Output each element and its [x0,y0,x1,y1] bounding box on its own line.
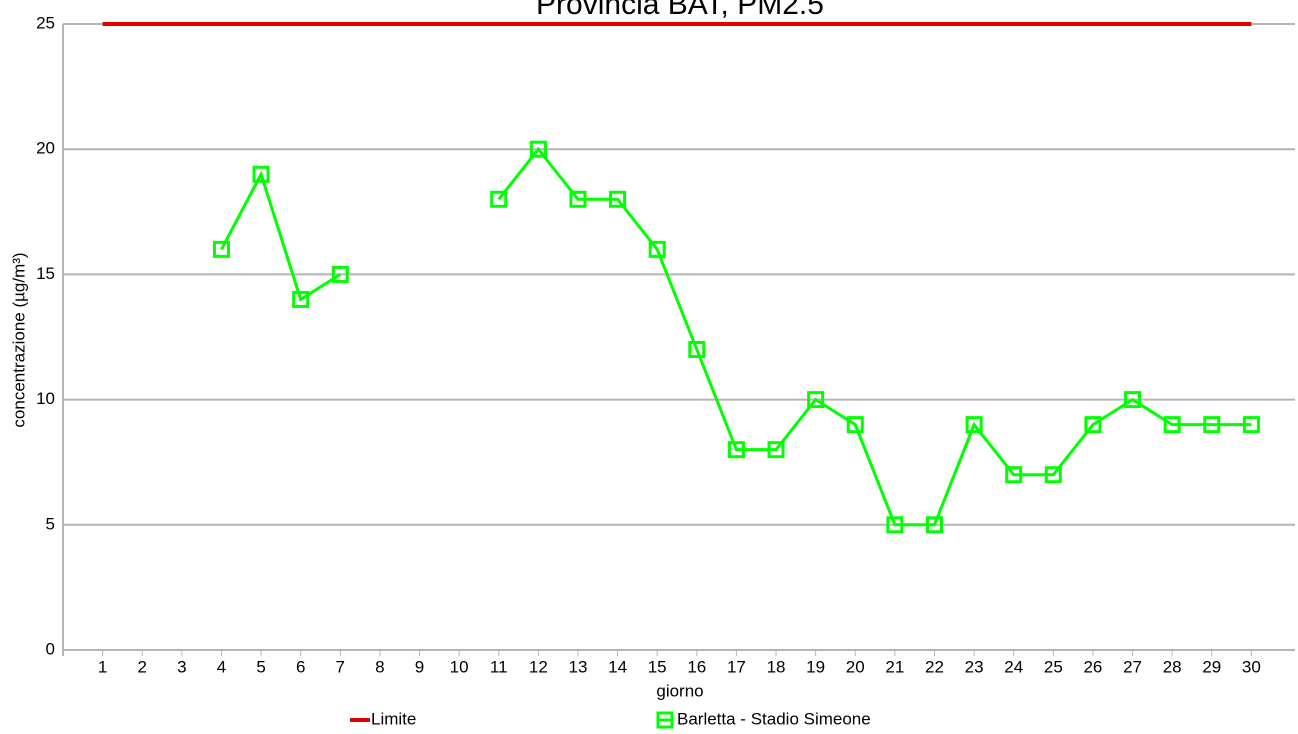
point-marker [609,190,627,208]
x-tick-label: 13 [569,657,588,676]
x-tick-label: 27 [1123,657,1142,676]
x-tick-label: 10 [450,657,469,676]
x-tick-label: 2 [137,657,146,676]
point-marker [886,516,904,534]
point-marker [807,391,825,409]
point-marker [965,416,983,434]
y-tick-label: 20 [36,139,55,158]
point-marker [688,341,706,359]
x-tick-label: 30 [1242,657,1261,676]
x-tick-label: 14 [608,657,627,676]
x-tick-label: 16 [687,657,706,676]
point-marker [331,265,349,283]
x-tick-label: 20 [846,657,865,676]
point-marker [1005,466,1023,484]
series-line [220,146,1252,527]
x-tick-label: 26 [1083,657,1102,676]
point-marker [1163,416,1181,434]
x-tick-label: 8 [375,657,384,676]
y-tick-label: 10 [36,389,55,408]
x-tick-label: 15 [648,657,667,676]
point-marker [292,290,310,308]
x-tick-label: 23 [965,657,984,676]
x-tick-label: 11 [490,657,508,676]
point-marker [212,240,230,258]
point-marker [846,416,864,434]
point-marker [252,165,270,183]
x-tick-label: 29 [1202,657,1221,676]
x-tick-label: 3 [177,657,186,676]
x-tick-label: 7 [336,657,345,676]
x-tick-label: 22 [925,657,944,676]
point-marker [925,516,943,534]
y-tick-label: 15 [36,264,55,283]
point-marker [1242,416,1260,434]
point-marker [1124,391,1142,409]
x-tick-label: 28 [1163,657,1182,676]
x-tick-label: 21 [885,657,904,676]
point-marker [490,190,508,208]
y-tick-label: 0 [46,639,55,658]
x-tick-label: 9 [415,657,424,676]
y-tick-label: 25 [36,13,55,32]
point-marker [648,240,666,258]
x-tick-label: 12 [529,657,548,676]
x-tick-label: 1 [98,657,107,676]
x-tick-label: 24 [1004,657,1023,676]
point-marker [529,140,547,158]
x-tick-label: 18 [767,657,786,676]
x-tick-label: 19 [806,657,825,676]
point-marker [1044,466,1062,484]
x-tick-label: 25 [1044,657,1063,676]
point-marker [767,441,785,459]
x-tick-label: 5 [256,657,265,676]
point-marker [1084,416,1102,434]
point-marker [569,190,587,208]
x-axis-label: giorno [656,681,703,700]
point-marker [727,441,745,459]
legend-label: Limite [371,709,416,728]
y-axis-label: concentrazione (µg/m³) [9,252,28,427]
x-tick-label: 4 [217,657,226,676]
x-tick-label: 17 [727,657,746,676]
x-tick-label: 6 [296,657,305,676]
y-tick-label: 5 [46,514,55,533]
chart-title: Provincia BAT, PM2.5 [536,0,824,21]
point-marker [1203,416,1221,434]
legend-label: Barletta - Stadio Simeone [677,709,871,728]
